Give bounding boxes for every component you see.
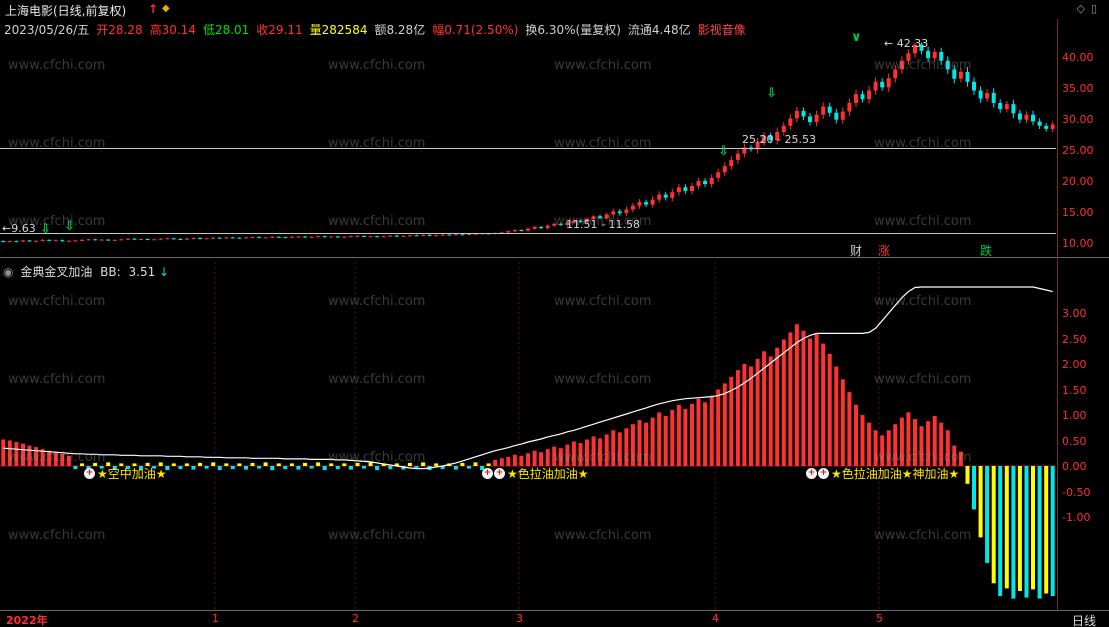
price-channel-line — [0, 233, 1056, 235]
time-tick-label: 2 — [352, 612, 359, 625]
legend-text: 涨 — [878, 244, 891, 258]
candlestick-chart[interactable] — [0, 20, 1056, 257]
quote-field: 流通4.48亿 — [627, 23, 691, 37]
price-axis-label: 10.00 — [1062, 237, 1094, 250]
indicator-axis-label: 2.00 — [1062, 358, 1087, 371]
axis-frame-line — [1057, 19, 1058, 627]
indicator-param: BB: — [100, 265, 121, 279]
diamond-icon[interactable]: ◇ — [1076, 2, 1091, 15]
indicator-title[interactable]: 金典金叉加油 — [20, 265, 93, 279]
bottom-separator — [0, 610, 1109, 611]
quote-field: 幅0.71(2.50%) — [432, 23, 519, 37]
quote-field: 收29.11 — [256, 23, 303, 37]
quote-field: 影视音像 — [697, 23, 746, 37]
histogram-series — [1, 324, 1055, 599]
indicator-axis-label: 3.00 — [1062, 307, 1087, 320]
panel-separator — [0, 257, 1109, 258]
oil-badge-icon: + — [818, 467, 829, 479]
quote-field: 换6.30%(量复权) — [525, 23, 621, 37]
quote-field: 2023/05/26/五 — [4, 23, 90, 37]
quote-field: 量282584 — [309, 23, 368, 37]
window-icon[interactable]: ▯ — [1090, 2, 1103, 15]
buy-signal-arrow-icon: ⇩ — [718, 144, 729, 159]
indicator-axis-label: 0.50 — [1062, 434, 1087, 448]
indicator-axis-label: 0.00 — [1062, 460, 1087, 473]
indicator-axis-label: 2.50 — [1062, 332, 1087, 346]
buy-signal-arrow-icon: ⇩ — [766, 86, 777, 101]
signal-marker-label: ★空中加油★ — [97, 466, 167, 481]
quote-info-row: 2023/05/26/五 开28.28 高30.14 低28.01 收29.11 量282… — [4, 21, 753, 38]
price-range-label: 11.51 - 11.58 — [566, 218, 640, 232]
signal-marker: + + ★色拉油加油★神加油★ — [806, 466, 960, 481]
indicator-axis-label: 1.00 — [1062, 409, 1087, 422]
period-label[interactable]: 日线 — [1072, 614, 1097, 627]
price-channel-line — [0, 147, 1056, 149]
oil-badge-icon: + — [806, 467, 817, 479]
quote-field: 低28.01 — [202, 23, 250, 37]
price-axis-label: 40.00 — [1062, 51, 1094, 64]
price-range-label: 25.20 - 25.53 — [742, 132, 816, 146]
indicator-value: 3.51 — [128, 265, 156, 279]
down-arrow-icon: ↓ — [159, 265, 170, 279]
bb-line — [3, 286, 1053, 470]
up-arrow-indicator: ↑ — [148, 2, 159, 16]
stock-title: 上海电影(日线,前复权) — [5, 4, 127, 18]
indicator-axis-label: -0.50 — [1062, 485, 1091, 499]
signal-marker-label: ★色拉油加油★神加油★ — [831, 466, 960, 481]
quote-field: 高30.14 — [149, 23, 196, 37]
time-tick-label: 1 — [212, 612, 219, 625]
buy-signal-arrow-icon: ⇩ — [40, 222, 51, 237]
price-axis-label: 15.00 — [1062, 206, 1094, 219]
collapse-icon[interactable]: ◉ — [3, 265, 14, 279]
month-gridlines — [214, 262, 880, 610]
buy-signal-arrow-icon: ⇩ — [64, 219, 75, 234]
time-tick-label: 4 — [712, 612, 719, 625]
legend-text: 财 — [850, 244, 863, 258]
price-axis-label: 25.00 — [1062, 144, 1094, 157]
indicator-chart[interactable] — [0, 262, 1056, 610]
title-bar: 上海电影(日线,前复权) ↑ ◆ ◇▯ — [0, 0, 1109, 19]
signal-marker: + ★空中加油★ — [84, 466, 167, 481]
price-annotation: ←9.63 — [2, 222, 36, 235]
time-tick-label: 3 — [516, 612, 523, 625]
price-annotation: ← 42.33 — [884, 37, 929, 50]
oil-badge-icon: + — [494, 467, 505, 479]
flag-icon: ◆ — [162, 3, 170, 14]
buy-signal-arrow-icon: ∨ — [851, 30, 862, 45]
quote-field: 额8.28亿 — [374, 23, 426, 37]
time-tick-label: 2022年 — [6, 614, 48, 627]
price-axis-label: 35.00 — [1062, 82, 1094, 95]
price-axis-label: 20.00 — [1062, 175, 1094, 188]
legend-text: 跌 — [980, 244, 993, 258]
price-axis-label: 30.00 — [1062, 113, 1094, 126]
time-tick-label: 5 — [876, 612, 883, 625]
oil-badge-icon: + — [84, 467, 95, 479]
signal-marker: + + ★色拉油加油★ — [482, 466, 589, 481]
candlestick-series — [1, 42, 1055, 243]
indicator-axis-label: 1.50 — [1062, 383, 1087, 397]
quote-field: 开28.28 — [96, 23, 143, 37]
oil-badge-icon: + — [482, 467, 493, 479]
time-axis: 日线 2022年 1 2 3 4 5 — [0, 611, 1109, 627]
indicator-header[interactable]: ◉ 金典金叉加油 BB: 3.51 ↓ — [3, 263, 169, 280]
signal-marker-label: ★色拉油加油★ — [507, 466, 589, 481]
indicator-axis-label: -1.00 — [1062, 511, 1091, 524]
